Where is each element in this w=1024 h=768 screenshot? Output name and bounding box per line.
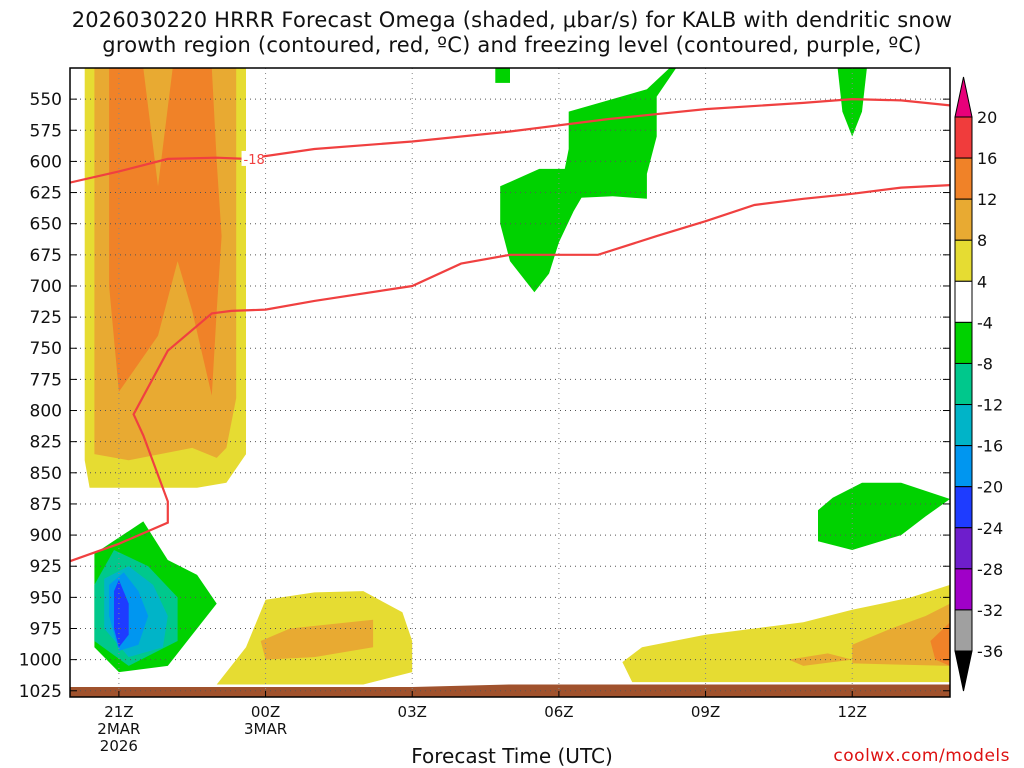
contour-label: -18 xyxy=(244,153,265,168)
colorbar-label--4: -4 xyxy=(977,313,993,332)
colorbar-bottom-arrow xyxy=(954,650,973,692)
y-tick-label-650: 650 xyxy=(30,215,62,235)
colorbar-band-12 xyxy=(954,609,973,652)
omega-region-16 xyxy=(558,68,677,199)
colorbar-label--20: -20 xyxy=(977,478,1003,497)
y-tick-label-825: 825 xyxy=(30,433,62,453)
y-tick-label-550: 550 xyxy=(30,90,62,110)
grid-lines xyxy=(70,68,950,697)
omega-region-15 xyxy=(500,168,589,293)
x-axis-label: Forecast Time (UTC) xyxy=(411,744,613,768)
y-tick-label-900: 900 xyxy=(30,526,62,546)
omega-region-9 xyxy=(260,619,374,660)
colorbar-label-8: 8 xyxy=(977,231,987,250)
colorbar-top-arrow xyxy=(954,76,973,118)
y-tick-label-925: 925 xyxy=(30,557,62,577)
y-tick-label-675: 675 xyxy=(30,246,62,266)
y-tick-label-800: 800 xyxy=(30,402,62,422)
omega-region-13 xyxy=(930,622,950,666)
colorbar: 20 16 12 8 4 -4 -8 -12 -16 -20 -24 -28 -32 -36 xyxy=(954,76,1003,692)
x-tick-label-21Z: 21Z xyxy=(104,703,133,721)
contour-label-bg xyxy=(241,150,264,166)
contour-line-1 xyxy=(70,184,950,563)
colorbar-band-1 xyxy=(954,157,973,200)
x-tick-label-12Z: 12Z xyxy=(838,703,867,721)
colorbar-band-4 xyxy=(954,280,973,323)
colorbar-band-11 xyxy=(954,568,973,611)
colorbar-band-0 xyxy=(954,116,973,159)
colorbar-label--16: -16 xyxy=(977,437,1003,456)
omega-region-12 xyxy=(852,603,950,666)
y-tick-label-600: 600 xyxy=(30,152,62,172)
contour-lines: -18 xyxy=(70,97,950,563)
colorbar-band-10 xyxy=(954,527,973,570)
y-tick-label-700: 700 xyxy=(30,277,62,297)
colorbar-label-4: 4 xyxy=(977,272,987,291)
y-tick-label-625: 625 xyxy=(30,184,62,204)
y-tick-label-850: 850 xyxy=(30,464,62,484)
colorbar-band-9 xyxy=(954,486,973,529)
y-tick-label-1025: 1025 xyxy=(19,682,62,702)
colorbar-band-3 xyxy=(954,239,973,282)
x-sublabel-21Z-0: 2MAR xyxy=(97,720,140,738)
x-tick-label-09Z: 09Z xyxy=(691,703,720,721)
y-tick-label-750: 750 xyxy=(30,339,62,359)
colorbar-band-8 xyxy=(954,445,973,488)
site-credit[interactable]: coolwx.com/models xyxy=(833,746,1010,766)
colorbar-label-16: 16 xyxy=(977,149,997,168)
colorbar-label--36: -36 xyxy=(977,642,1003,661)
y-tick-label-725: 725 xyxy=(30,308,62,328)
colorbar-label--12: -12 xyxy=(977,396,1003,415)
chart-title-line-1: 2026030220 HRRR Forecast Omega (shaded, … xyxy=(71,8,953,32)
contour-line-0 xyxy=(70,97,950,184)
y-tick-label-875: 875 xyxy=(30,495,62,515)
chart-title-line-2: growth region (contoured, red, ºC) and f… xyxy=(102,33,922,57)
colorbar-label--32: -32 xyxy=(977,601,1003,620)
x-tick-label-06Z: 06Z xyxy=(544,703,573,721)
x-sublabel-00Z-0: 3MAR xyxy=(244,720,287,738)
colorbar-label--8: -8 xyxy=(977,354,993,373)
x-sublabel-21Z-1: 2026 xyxy=(100,737,138,755)
colorbar-label-12: 12 xyxy=(977,190,997,209)
y-tick-label-1000: 1000 xyxy=(19,651,62,671)
colorbar-label-20: 20 xyxy=(977,108,997,127)
colorbar-band-6 xyxy=(954,362,973,406)
y-tick-label-975: 975 xyxy=(30,619,62,639)
omega-region-18 xyxy=(818,482,950,550)
omega-region-2 xyxy=(109,68,222,396)
axes: 550 575 600 625 650 675 700 725 750 775 800 825 850 8… xyxy=(19,67,951,755)
x-tick-label-00Z: 00Z xyxy=(251,703,280,721)
colorbar-label--24: -24 xyxy=(977,519,1003,538)
colorbar-band-2 xyxy=(954,198,973,241)
omega-region-17 xyxy=(837,68,867,137)
y-tick-label-775: 775 xyxy=(30,370,62,390)
x-tick-label-03Z: 03Z xyxy=(398,703,427,721)
colorbar-band-7 xyxy=(954,404,973,447)
omega-region-7 xyxy=(114,579,129,648)
omega-shading xyxy=(84,68,950,685)
colorbar-band-5 xyxy=(954,321,973,364)
y-tick-label-950: 950 xyxy=(30,588,62,608)
plot-frame xyxy=(69,67,951,698)
omega-region-14 xyxy=(495,68,510,83)
colorbar-label--28: -28 xyxy=(977,560,1003,579)
y-tick-label-575: 575 xyxy=(30,121,62,141)
